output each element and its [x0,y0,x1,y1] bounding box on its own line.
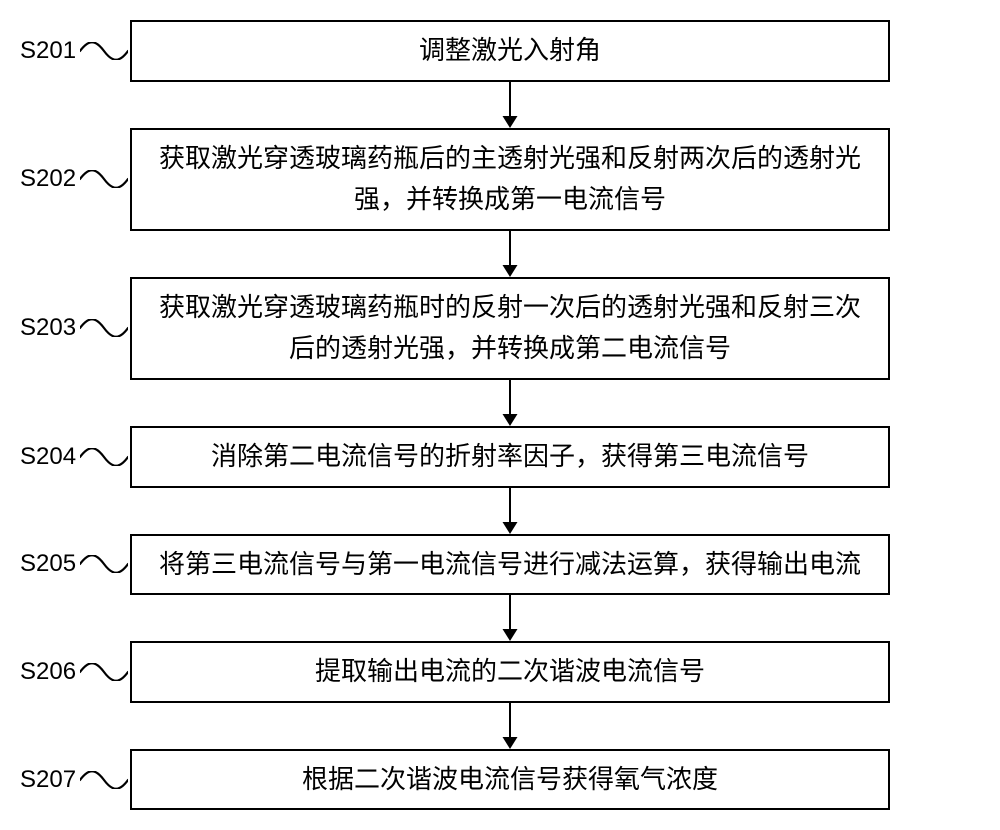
wave-connector [80,663,128,681]
step-id: S201 [20,37,76,65]
step-label-wrapper: S206 [20,658,130,686]
flow-arrow [490,595,530,641]
flow-step-box: 获取激光穿透玻璃药瓶时的反射一次后的透射光强和反射三次后的透射光强，并转换成第二… [130,277,890,380]
step-label-wrapper: S204 [20,443,130,471]
flow-row: S204 消除第二电流信号的折射率因子，获得第三电流信号 [20,426,980,488]
wave-connector [80,771,128,789]
flow-arrow [490,703,530,749]
step-label-wrapper: S203 [20,314,130,342]
step-id: S202 [20,165,76,193]
step-label-wrapper: S205 [20,550,130,578]
step-id: S203 [20,314,76,342]
step-id: S206 [20,658,76,686]
flow-row: S205 将第三电流信号与第一电流信号进行减法运算，获得输出电流 [20,534,980,596]
step-id: S205 [20,550,76,578]
flowchart-container: S201 调整激光入射角 S202 获取激光穿透玻璃药瓶后的主透射光强和反射两次… [20,20,980,810]
arrow-row [20,488,890,534]
flow-step-box: 提取输出电流的二次谐波电流信号 [130,641,890,703]
flow-step-box: 将第三电流信号与第一电流信号进行减法运算，获得输出电流 [130,534,890,596]
step-text: 获取激光穿透玻璃药瓶后的主透射光强和反射两次后的透射光强，并转换成第一电流信号 [152,138,868,221]
step-label-wrapper: S207 [20,766,130,794]
step-text: 根据二次谐波电流信号获得氧气浓度 [302,759,718,801]
flow-row: S206 提取输出电流的二次谐波电流信号 [20,641,980,703]
wave-connector [80,555,128,573]
arrow-row [20,595,890,641]
flow-row: S201 调整激光入射角 [20,20,980,82]
flow-arrow [490,231,530,277]
flow-arrow [490,82,530,128]
arrow-row [20,703,890,749]
wave-connector [80,319,128,337]
step-label-wrapper: S202 [20,165,130,193]
wave-connector [80,170,128,188]
step-text: 调整激光入射角 [419,30,601,72]
step-text: 获取激光穿透玻璃药瓶时的反射一次后的透射光强和反射三次后的透射光强，并转换成第二… [152,287,868,370]
flow-arrow [490,488,530,534]
flow-step-box: 根据二次谐波电流信号获得氧气浓度 [130,749,890,811]
flow-step-box: 获取激光穿透玻璃药瓶后的主透射光强和反射两次后的透射光强，并转换成第一电流信号 [130,128,890,231]
flow-step-box: 消除第二电流信号的折射率因子，获得第三电流信号 [130,426,890,488]
flow-row: S202 获取激光穿透玻璃药瓶后的主透射光强和反射两次后的透射光强，并转换成第一… [20,128,980,231]
flow-arrow [490,380,530,426]
step-text: 提取输出电流的二次谐波电流信号 [315,651,705,693]
wave-connector [80,448,128,466]
step-text: 将第三电流信号与第一电流信号进行减法运算，获得输出电流 [159,544,861,586]
arrow-row [20,82,890,128]
step-id: S204 [20,443,76,471]
step-id: S207 [20,766,76,794]
flow-row: S207 根据二次谐波电流信号获得氧气浓度 [20,749,980,811]
flow-step-box: 调整激光入射角 [130,20,890,82]
step-text: 消除第二电流信号的折射率因子，获得第三电流信号 [211,436,809,478]
arrow-row [20,380,890,426]
arrow-row [20,231,890,277]
step-label-wrapper: S201 [20,37,130,65]
wave-connector [80,42,128,60]
flow-row: S203 获取激光穿透玻璃药瓶时的反射一次后的透射光强和反射三次后的透射光强，并… [20,277,980,380]
